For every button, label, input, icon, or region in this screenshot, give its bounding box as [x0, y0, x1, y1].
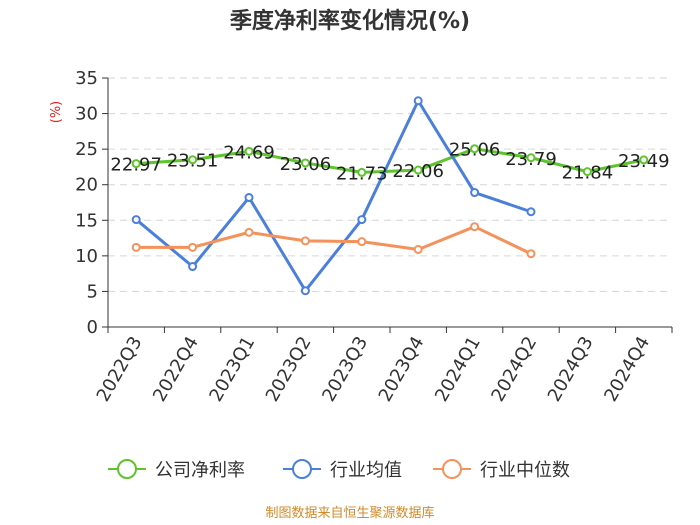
- x-tick-label: 2023Q4: [375, 333, 429, 405]
- data-point: [244, 146, 254, 156]
- x-tick-label: 2022Q4: [149, 333, 203, 405]
- y-axis-label: (%): [49, 101, 64, 124]
- data-point: [639, 155, 649, 165]
- data-point: [300, 286, 310, 296]
- data-label: 23.79: [505, 149, 557, 170]
- data-point: [470, 144, 480, 154]
- y-tick-label: 25: [75, 139, 98, 160]
- data-point: [526, 249, 536, 259]
- data-point: [300, 236, 310, 246]
- data-point: [188, 262, 198, 272]
- x-tick-label: 2023Q3: [318, 333, 372, 405]
- data-point: [131, 242, 141, 252]
- y-tick-label: 30: [75, 104, 98, 125]
- data-label: 24.69: [223, 142, 275, 163]
- data-point: [244, 193, 254, 203]
- chart-title: 季度净利率变化情况(%): [230, 8, 470, 34]
- y-tick-label: 0: [87, 317, 98, 338]
- x-tick-label: 2023Q2: [262, 333, 316, 405]
- data-point: [357, 167, 367, 177]
- data-point: [526, 153, 536, 163]
- legend-label: 行业均值: [330, 460, 402, 481]
- data-point: [357, 215, 367, 225]
- data-label: 22.97: [110, 155, 162, 176]
- x-tick-label: 2024Q3: [544, 333, 598, 405]
- data-point: [357, 237, 367, 247]
- data-point: [188, 242, 198, 252]
- legend: 公司净利率 行业均值 行业中位数: [108, 459, 570, 481]
- legend-label: 行业中位数: [480, 460, 570, 481]
- data-label: 21.84: [562, 163, 614, 184]
- data-point: [526, 207, 536, 217]
- series-group: [131, 96, 649, 296]
- x-tick-label: 2024Q4: [600, 333, 654, 405]
- data-label: 25.06: [449, 140, 501, 161]
- data-point: [131, 215, 141, 225]
- y-tick-label: 20: [75, 175, 98, 196]
- x-tick-label: 2024Q2: [487, 333, 541, 405]
- gridlines: [108, 77, 672, 292]
- data-point: [188, 155, 198, 165]
- data-point: [413, 244, 423, 254]
- legend-swatch-marker: [442, 459, 462, 479]
- y-tick-label: 5: [87, 281, 98, 302]
- legend-label: 公司净利率: [155, 460, 245, 481]
- x-tick-label: 2023Q1: [205, 333, 259, 405]
- data-point: [244, 227, 254, 237]
- y-tick-label: 35: [75, 68, 98, 89]
- data-point: [413, 165, 423, 175]
- series-line: [136, 147, 645, 174]
- x-tick-label: 2024Q1: [431, 333, 485, 405]
- data-label: 23.06: [280, 154, 332, 175]
- data-point: [300, 158, 310, 168]
- legend-swatch-marker: [292, 459, 312, 479]
- data-point: [470, 188, 480, 198]
- data-point: [470, 222, 480, 232]
- y-tick-label: 10: [75, 246, 98, 267]
- data-point: [131, 159, 141, 169]
- data-label: 22.06: [392, 161, 444, 182]
- source-note: 制图数据来自恒生聚源数据库: [265, 505, 434, 521]
- data-point: [413, 96, 423, 106]
- data-point: [582, 167, 592, 177]
- data-label: 23.51: [167, 151, 219, 172]
- x-tick-label: 2022Q3: [93, 333, 147, 405]
- y-tick-label: 15: [75, 210, 98, 231]
- data-label: 21.73: [336, 163, 388, 184]
- legend-swatch-marker: [117, 459, 137, 479]
- data-label: 23.49: [618, 151, 670, 172]
- series-line: [136, 225, 532, 256]
- series-line: [135, 99, 532, 293]
